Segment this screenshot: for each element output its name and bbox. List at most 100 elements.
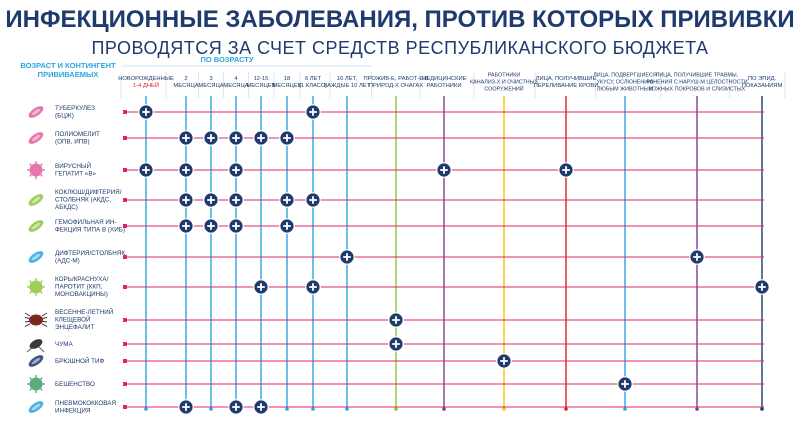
row-label: ДИФТЕРИЯ/СТОЛБНЯК	[55, 250, 125, 257]
virus-icon-spike	[40, 280, 43, 283]
flea-icon	[29, 339, 43, 349]
column-header-label: 16 ЛЕТ,	[337, 76, 358, 82]
column-end-dot	[394, 407, 398, 411]
flea-icon-leg	[38, 346, 45, 353]
corner-label: ВОЗРАСТ И КОНТИНГЕНТ	[20, 61, 116, 70]
row-label: ВЕСЕННЕ-ЛЕТНИЙ	[55, 307, 114, 316]
tick-icon-leg	[24, 323, 31, 327]
corner-label: ПРИВИВАЕМЫХ	[38, 70, 99, 79]
column-header-label: МЕСЯЦА	[173, 83, 198, 89]
virus-icon-spike	[29, 163, 32, 166]
column-header-label: МЕДИЦИНСКИЕ	[421, 76, 466, 82]
tick-icon-leg	[24, 312, 31, 317]
row-label: (ОПВ, ИПВ)	[55, 139, 90, 146]
column-end-dot	[345, 407, 349, 411]
row-start-marker	[123, 136, 127, 140]
column-header-label: РАНЕНИЯ С НАРУШ-М ЦЕЛОСТНОСТИ	[646, 80, 747, 86]
row-label: ВИРУСНЫЙ	[55, 161, 91, 170]
row-start-marker	[123, 198, 127, 202]
column-header-label: КОЖНЫХ ПОКРОВОВ И СЛИЗИСТЫХ	[649, 87, 746, 93]
column-header-label: ЛИЦА, ПОДВЕРГШИЕСЯ	[593, 73, 657, 79]
column-header-label: ПРОЖИВ-Е, РАБОТ-Е В	[363, 76, 428, 82]
tick-icon-leg	[41, 317, 48, 320]
row-start-marker	[123, 224, 127, 228]
bacteria-icon-core	[31, 134, 41, 142]
column-end-dot	[442, 407, 446, 411]
column-header-label: РАБОТНИКИ	[488, 73, 521, 79]
row-label: АБКДС)	[55, 204, 78, 211]
row-start-marker	[123, 318, 127, 322]
row-label: БРЮШНОЙ ТИФ	[55, 356, 105, 365]
column-header-label: 12-15	[254, 76, 269, 82]
row-label: ПОЛИОМЕЛИТ	[55, 131, 100, 138]
virus-icon-spike	[29, 291, 32, 294]
column-header-label: (1 КЛАСС)	[299, 83, 327, 89]
row-start-marker	[123, 405, 127, 409]
flea-icon-leg	[26, 346, 34, 353]
row-start-marker	[123, 342, 127, 346]
bacteria-icon-core	[31, 108, 41, 116]
tick-icon-leg	[24, 320, 31, 323]
page-title: ИНФЕКЦИОННЫЕ ЗАБОЛЕВАНИЯ, ПРОТИВ КОТОРЫХ…	[5, 6, 795, 33]
column-header-label: ПЕРЕЛИВАНИЕ КРОВИ	[534, 83, 599, 89]
column-header-label: ЛЮБЫМ ЖИВОТНЫМ	[597, 87, 654, 93]
row-label: (АДС-М)	[55, 258, 80, 265]
row-label: ЭНЦЕФАЛИТ	[55, 324, 95, 331]
column-end-dot	[695, 407, 699, 411]
page-subtitle: ПРОВОДЯТСЯ ЗА СЧЕТ СРЕДСТВ РЕСПУБЛИКАНСК…	[91, 38, 709, 58]
column-header-label: МЕСЯЦЕВ	[272, 83, 301, 89]
bacteria-icon-core	[31, 253, 41, 261]
virus-icon-spike	[40, 174, 43, 177]
tick-icon-leg	[24, 317, 31, 320]
column-header-label: ПО ЭПИД.	[748, 76, 777, 82]
row-label: ГЕМОФИЛЬНАЯ ИН-	[55, 219, 117, 226]
virus-icon	[29, 377, 43, 391]
bacteria-icon-core	[31, 196, 41, 204]
column-header-label: РАБОТНИКИ	[426, 83, 461, 89]
column-header-label: 2	[184, 76, 187, 82]
column-header-label: МЕСЯЦА	[198, 83, 223, 89]
row-start-marker	[123, 359, 127, 363]
column-header-label: ЛИЦА, ПОЛУЧИВШИЕ ТРАВМЫ,	[656, 73, 739, 79]
row-start-marker	[123, 382, 127, 386]
row-start-marker	[123, 168, 127, 172]
row-label: ГЕПАТИТ «В»	[55, 171, 97, 178]
by-age-label: ПО ВОЗРАСТУ	[200, 55, 253, 64]
column-header-label: УКУСУ, ОСЛЮНЕНИЮ	[596, 80, 654, 86]
row-label: КОРЬ/КРАСНУХА/	[55, 276, 109, 283]
row-label: КЛЕЩЕВОЙ	[55, 315, 91, 324]
row-label: ЧУМА	[55, 341, 73, 348]
column-header-label: МЕСЯЦЕВ	[246, 83, 275, 89]
column-header-label: 1-4 ДНЕЙ	[133, 81, 159, 89]
row-start-marker	[123, 255, 127, 259]
bacteria-icon-core	[31, 403, 41, 411]
column-header-label: КАНАЛИЗ-Х И ОЧИСТНЫХ	[470, 80, 538, 86]
row-label: (БЦЖ)	[55, 113, 74, 120]
row-label: МОНОВАКЦИНЫ)	[55, 291, 108, 298]
row-label: ИНФЕКЦИЯ	[55, 408, 91, 415]
column-header-label: НОВОРОЖДЕННЫЕ	[118, 76, 174, 82]
column-end-dot	[144, 407, 148, 411]
column-header-label: 6 ЛЕТ	[305, 76, 322, 82]
tick-icon-leg	[41, 320, 48, 323]
virus-icon-spike	[40, 377, 43, 380]
virus-icon-spike	[29, 280, 32, 283]
tick-icon-leg	[41, 323, 48, 327]
row-label: ПНЕВМОКОККОВАЯ	[55, 400, 116, 407]
row-label: ФЕКЦИЯ ТИПА В (ХИБ)	[55, 227, 125, 234]
column-end-dot	[285, 407, 289, 411]
column-header-label: КАЖДЫЕ 10 ЛЕТ	[324, 83, 371, 89]
row-start-marker	[123, 110, 127, 114]
column-end-dot	[209, 407, 213, 411]
bacteria-icon-core	[31, 222, 41, 230]
column-header-label: 18	[284, 76, 290, 82]
row-label: ПАРОТИТ (ККП,	[55, 284, 103, 291]
column-header-label: ПОКАЗАНИЯМ	[742, 83, 783, 89]
column-header-label: 3	[209, 76, 212, 82]
tick-icon-leg	[41, 312, 48, 317]
virus-icon-spike	[29, 388, 32, 391]
column-end-dot	[760, 407, 764, 411]
virus-icon-spike	[40, 163, 43, 166]
column-end-dot	[502, 407, 506, 411]
